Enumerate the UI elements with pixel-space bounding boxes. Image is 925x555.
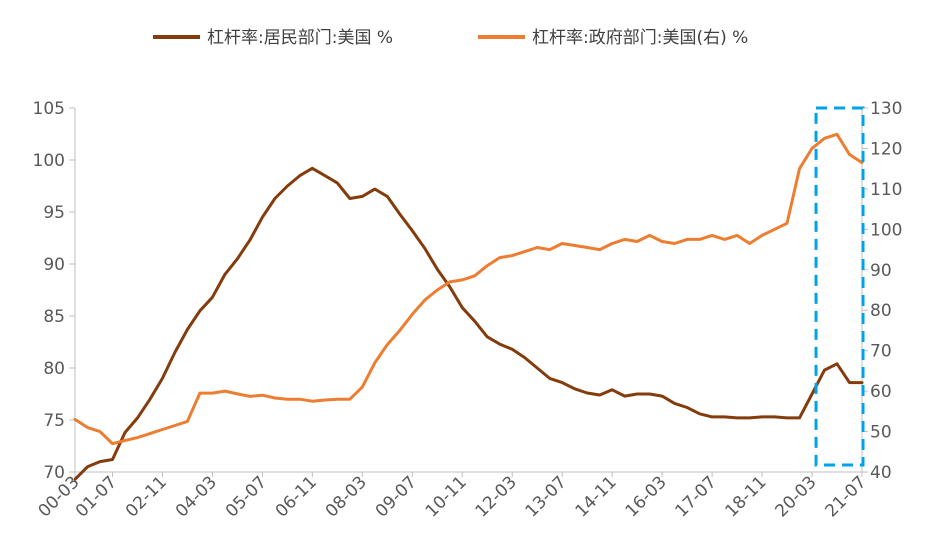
- highlight-overlay: [814, 106, 865, 467]
- y-left-tick-label: 90: [43, 255, 65, 275]
- axes: 70 75 80 85 90 95 100 105 40 50 60 70 80 90 100 110 120 1…: [33, 99, 903, 521]
- y-left-tick-label: 70: [43, 463, 65, 483]
- x-tick-label: 21-07: [821, 472, 870, 521]
- x-tick-label: 02-11: [122, 472, 171, 521]
- y-right-tick-label: 60: [870, 382, 892, 402]
- y-left-tick-label: 85: [43, 307, 65, 327]
- x-tick-label: 05-07: [222, 472, 271, 521]
- x-tick-label: 12-03: [472, 472, 521, 521]
- x-tick-label: 09-07: [372, 472, 421, 521]
- x-tick-label: 18-11: [722, 472, 771, 521]
- y-left-tick-label: 105: [33, 99, 65, 119]
- y-right-tick-label: 110: [870, 180, 902, 200]
- x-tick-label: 01-07: [72, 472, 121, 521]
- x-tick-label: 13-07: [522, 472, 571, 521]
- x-tick-label: 04-03: [172, 472, 221, 521]
- y-right-tick-label: 100: [870, 220, 902, 240]
- government-leverage-line: [73, 132, 864, 446]
- y-right-tick-label: 50: [870, 423, 892, 443]
- x-tick-label: 08-03: [322, 472, 371, 521]
- y-right-tick-label: 70: [870, 342, 892, 362]
- y-left-tick-label: 80: [43, 359, 65, 379]
- legend: 杠杆率:居民部门:美国 % 杠杆率:政府部门:美国(右) %: [153, 28, 748, 48]
- series-lines: [73, 132, 864, 481]
- y-left-tick-label: 75: [43, 411, 65, 431]
- y-right-tick-label: 90: [870, 261, 892, 281]
- legend-label-government: 杠杆率:政府部门:美国(右) %: [532, 28, 748, 48]
- x-tick-label: 17-07: [672, 472, 721, 521]
- y-left-tick-label: 95: [43, 203, 65, 223]
- x-tick-label: 14-11: [572, 472, 621, 521]
- y-right-tick-label: 120: [870, 139, 902, 159]
- legend-label-household: 杠杆率:居民部门:美国 %: [207, 28, 393, 48]
- x-tick-label: 20-03: [771, 472, 820, 521]
- highlight-box: [814, 106, 865, 467]
- x-tick-label: 16-03: [622, 472, 671, 521]
- y-right-tick-label: 130: [870, 99, 902, 119]
- y-left-tick-label: 100: [33, 151, 65, 171]
- x-tick-label: 06-11: [272, 472, 321, 521]
- y-right-tick-label: 80: [870, 301, 892, 321]
- y-right-tick-label: 40: [870, 463, 892, 483]
- household-leverage-line: [73, 166, 864, 481]
- x-tick-label: 10-11: [422, 472, 471, 521]
